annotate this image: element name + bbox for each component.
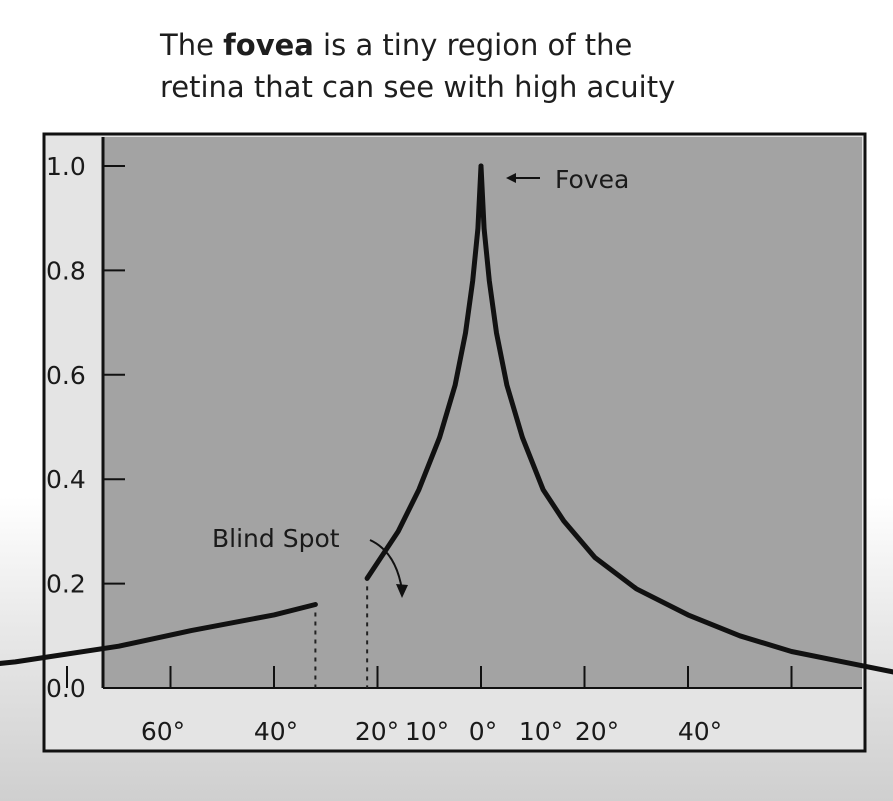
y-tick-label: 0.8 [46, 256, 86, 285]
blind-spot-label: Blind Spot [212, 524, 340, 553]
slide-title-line-2: retina that can see with high acuity [160, 70, 676, 104]
annotations: Fovea Blind Spot [212, 165, 629, 598]
fovea-arrow-head [506, 173, 516, 183]
y-tick-label: 0.6 [46, 361, 86, 390]
y-tick-label: 0.0 [46, 674, 86, 703]
x-tick-label: 60° [141, 717, 185, 746]
blind-spot-arrow-head [396, 584, 408, 598]
slide-title: The fovea is a tiny region of the retina… [160, 24, 760, 108]
x-tick-label: 10° [519, 717, 563, 746]
x-tick-label: 10° [405, 717, 449, 746]
y-tick-label: 1.0 [46, 152, 86, 181]
y-tick-label: 0.2 [46, 570, 86, 599]
fovea-label: Fovea [555, 165, 629, 194]
title-prefix: The [160, 28, 224, 62]
blind-spot-arrow-line [369, 539, 403, 591]
x-tick-label: 40° [678, 717, 722, 746]
x-axis-ticks: 60° 40° 20° 10° 0° 10° 20° 40° [66, 666, 862, 746]
acuity-curve-segment [0, 602, 318, 666]
y-tick-label: 0.4 [46, 465, 86, 494]
x-tick-label: 0° [469, 717, 497, 746]
title-suffix: is a tiny region of the [313, 28, 633, 62]
slide-title-line-1: The fovea is a tiny region of the [160, 24, 760, 66]
x-tick-label: 20° [575, 717, 619, 746]
blind-spot-markers [314, 586, 369, 688]
y-axis-ticks: 1.0 0.8 0.6 0.4 0.2 0.0 [46, 137, 125, 703]
x-tick-label: 20° [355, 717, 399, 746]
acuity-curve [0, 163, 893, 675]
x-tick-label: 40° [254, 717, 298, 746]
acuity-curve-segment [364, 163, 484, 581]
title-bold-word: fovea [223, 28, 314, 62]
acuity-curve-segment [478, 163, 893, 675]
